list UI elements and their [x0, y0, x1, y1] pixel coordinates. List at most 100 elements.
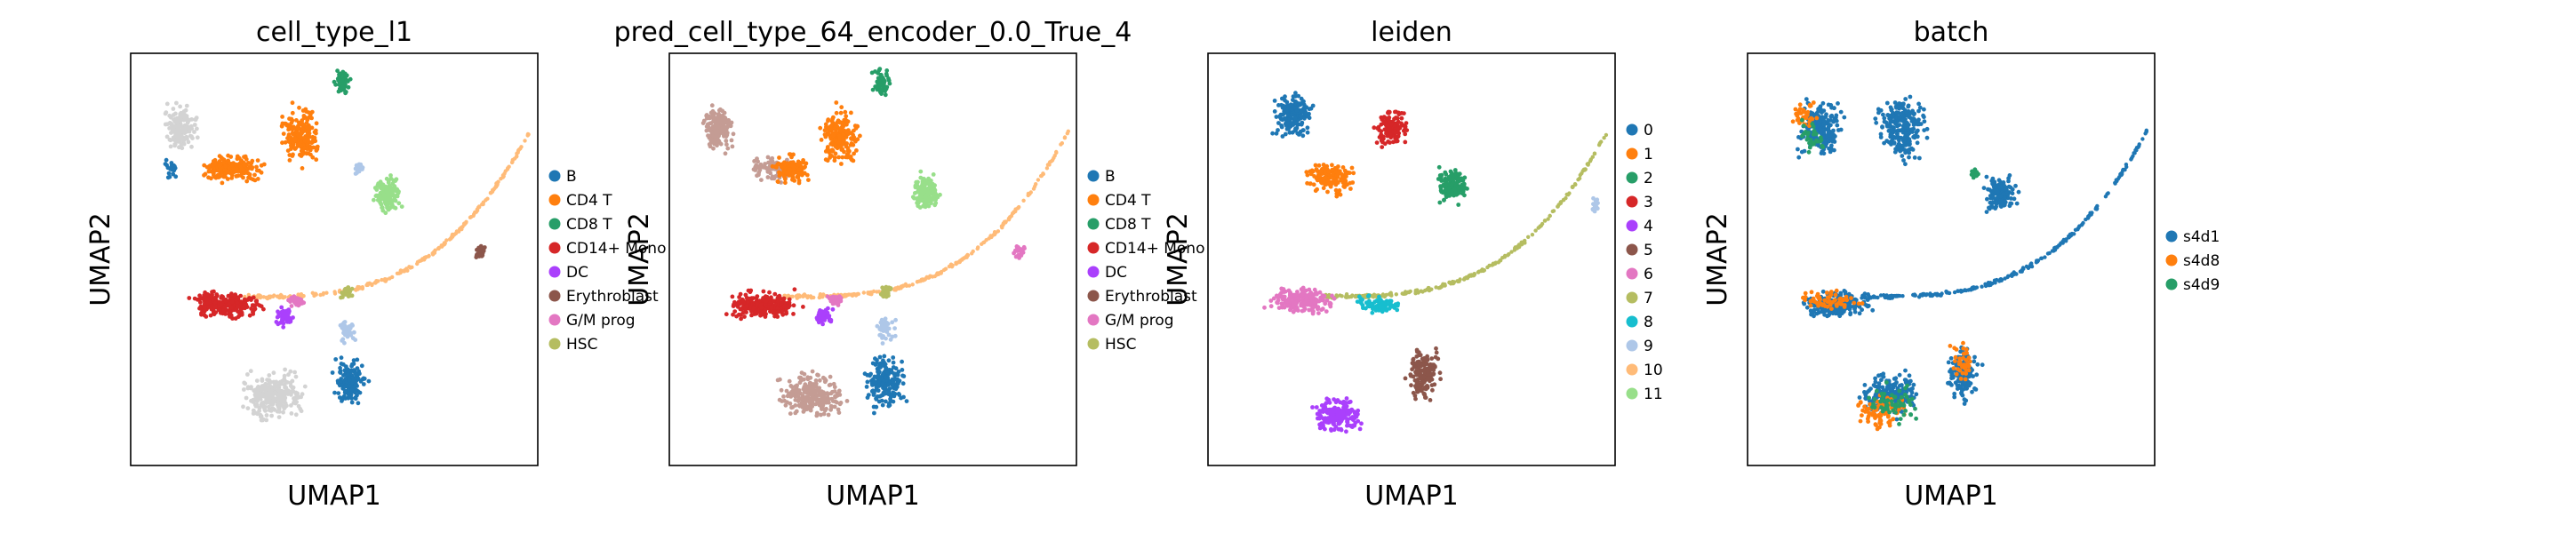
data-point [1262, 305, 1267, 310]
data-point [204, 314, 209, 319]
data-point [788, 384, 794, 388]
data-point [1456, 279, 1460, 284]
data-point [212, 163, 217, 168]
data-point [718, 120, 723, 125]
scatter-points [700, 67, 1071, 418]
data-point [242, 380, 247, 386]
data-point [523, 139, 527, 143]
data-point [291, 385, 296, 390]
data-point [257, 406, 262, 410]
data-point [1337, 188, 1342, 193]
data-point [324, 290, 329, 295]
data-point [353, 371, 358, 376]
data-point [480, 202, 484, 207]
data-point [1291, 309, 1296, 314]
data-point [374, 187, 380, 192]
data-point [837, 393, 843, 397]
data-point [1280, 304, 1284, 309]
data-point [393, 205, 398, 211]
data-point [926, 275, 932, 280]
data-point [758, 302, 764, 307]
data-point [293, 374, 299, 379]
data-point [776, 179, 780, 185]
data-point [813, 378, 819, 383]
data-point [770, 163, 775, 169]
data-point [339, 377, 344, 381]
data-point [1414, 289, 1420, 294]
data-point [1276, 295, 1281, 300]
data-point [886, 382, 891, 387]
data-point [1345, 294, 1349, 298]
data-point [330, 370, 335, 375]
data-point [777, 155, 781, 160]
data-point [1308, 295, 1314, 300]
data-point [1339, 178, 1343, 183]
data-point [278, 292, 284, 298]
data-point [254, 298, 260, 304]
data-point [228, 166, 232, 171]
data-point [1310, 306, 1316, 311]
data-point [1370, 310, 1375, 315]
legend-label: CD4 T [566, 192, 612, 210]
data-point [333, 357, 339, 362]
data-point [886, 293, 891, 298]
data-point [194, 115, 199, 121]
data-point [344, 78, 349, 83]
legend-marker [548, 338, 561, 350]
data-point [1279, 286, 1284, 291]
data-point [442, 242, 447, 247]
data-point [878, 320, 884, 325]
data-point [288, 369, 293, 374]
data-point [254, 378, 260, 383]
data-point [838, 128, 843, 133]
data-point [296, 394, 301, 400]
data-point [218, 163, 223, 168]
data-point [1380, 145, 1385, 150]
y-axis-label: UMAP2 [624, 212, 655, 306]
data-point [754, 295, 759, 300]
data-point [1324, 163, 1330, 169]
data-point [173, 174, 179, 179]
data-point [220, 180, 225, 186]
data-point [724, 139, 729, 143]
data-point [1403, 139, 1408, 145]
data-point [1328, 173, 1333, 179]
data-point [756, 159, 760, 164]
data-point [787, 152, 792, 157]
data-point [1320, 295, 1324, 300]
data-point [236, 173, 241, 179]
data-point [1271, 296, 1276, 301]
data-point [1280, 117, 1285, 123]
data-point [289, 143, 293, 148]
data-point [790, 161, 796, 166]
data-point [217, 307, 222, 313]
data-point [244, 179, 250, 184]
data-point [283, 311, 287, 316]
data-point [806, 178, 811, 183]
data-point [780, 164, 784, 170]
data-point [357, 371, 362, 377]
data-point [818, 125, 823, 131]
data-point [829, 140, 835, 146]
legend-marker [1087, 338, 1100, 350]
data-point [891, 360, 896, 365]
data-point [801, 294, 805, 298]
data-point [1472, 272, 1477, 277]
data-point [810, 369, 815, 374]
data-point [877, 354, 883, 360]
data-point [716, 129, 720, 134]
data-point [965, 252, 970, 258]
data-point [880, 381, 885, 386]
data-point [930, 184, 935, 189]
data-point [1384, 131, 1388, 136]
data-point [291, 296, 296, 300]
data-point [710, 113, 716, 118]
data-point [1526, 235, 1531, 239]
data-point [976, 245, 980, 250]
data-point [826, 392, 830, 397]
data-point [1378, 298, 1383, 303]
data-point [854, 123, 860, 129]
data-point [881, 358, 885, 363]
data-point [890, 383, 895, 387]
